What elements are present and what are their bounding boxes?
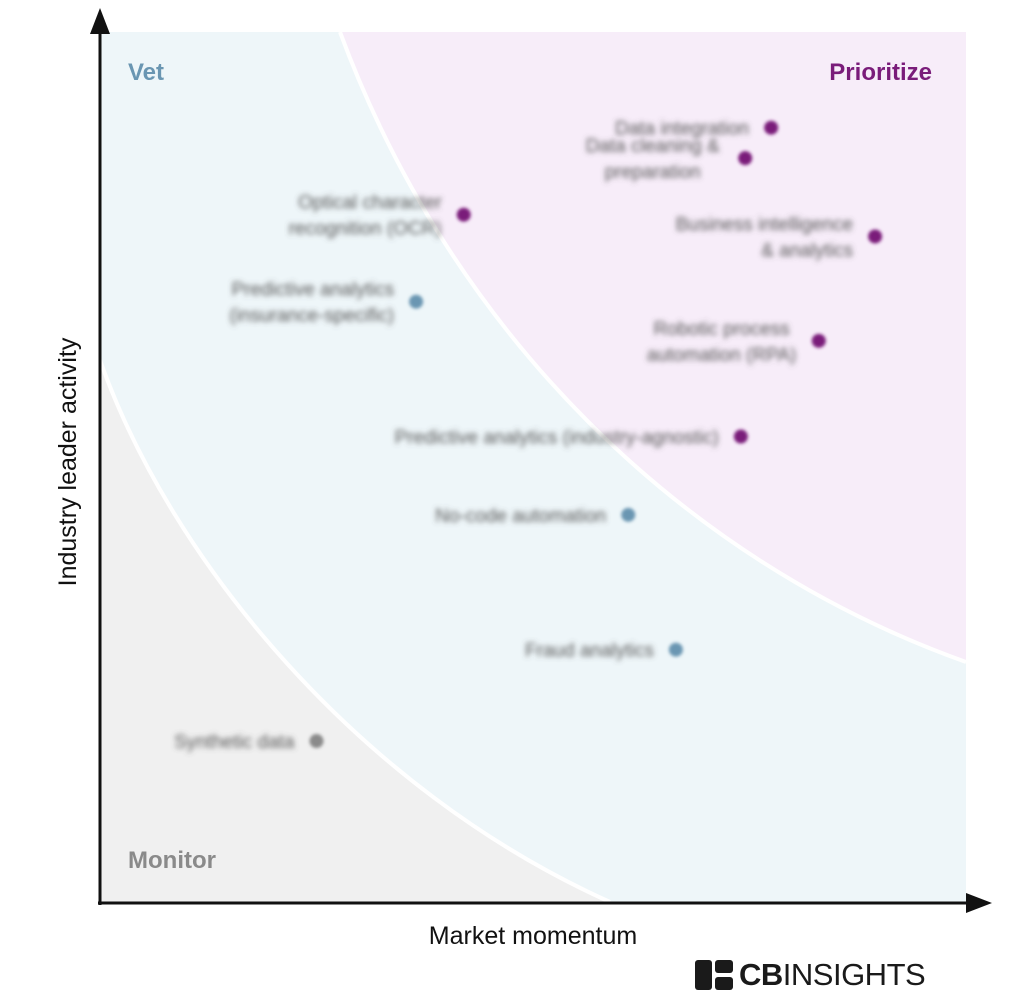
data-point-label: Predictive analytics (industry-agnostic) — [395, 428, 719, 449]
data-point: Data integration — [615, 119, 779, 140]
data-point-label: Business intelligence & analytics — [676, 214, 853, 261]
data-point-label: Optical character recognition (OCR) — [289, 193, 443, 240]
data-point: Synthetic data — [174, 732, 324, 753]
data-point: Optical character recognition (OCR) — [289, 193, 471, 240]
data-point-marker — [811, 333, 826, 348]
data-point-marker — [456, 207, 471, 222]
data-point-marker — [621, 507, 636, 522]
brand-rest: INSIGHTS — [782, 957, 926, 992]
region-boundary-upper — [338, 32, 966, 664]
data-point-marker — [668, 642, 683, 657]
data-point: Predictive analytics (industry-agnostic) — [395, 428, 748, 449]
data-point-marker — [868, 229, 883, 244]
data-point-label: No-code automation — [435, 506, 606, 527]
region-monitor-fill — [100, 360, 610, 902]
data-point-label: Predictive analytics (insurance-specific) — [229, 280, 394, 327]
data-point-label: Robotic process automation (RPA) — [647, 319, 797, 366]
data-point-marker — [409, 294, 424, 309]
data-point-marker — [764, 120, 779, 135]
brand-mark: CB — [739, 957, 783, 992]
data-point-marker — [733, 429, 748, 444]
data-point-marker — [738, 151, 753, 166]
data-point-label: Data integration — [615, 119, 749, 140]
data-point: Business intelligence & analytics — [676, 214, 883, 261]
data-point-marker — [309, 734, 324, 749]
y-axis-title: Industry leader activity — [54, 337, 82, 586]
cb-logo-icon — [695, 960, 733, 990]
region-label-monitor: Monitor — [128, 847, 216, 874]
region-label-vet: Vet — [128, 59, 164, 86]
region-backgrounds — [100, 32, 966, 902]
axes — [90, 8, 992, 913]
y-axis-arrow — [90, 8, 110, 34]
data-point: Data cleaning & preparation — [586, 136, 753, 183]
data-point-label: Synthetic data — [174, 732, 295, 753]
x-axis-arrow — [966, 893, 992, 913]
region-boundary-lower — [100, 359, 611, 902]
data-point: Predictive analytics (insurance-specific) — [229, 280, 424, 327]
region-prioritize-fill — [340, 32, 966, 662]
data-point-label: Data cleaning & preparation — [586, 136, 720, 183]
data-point: Fraud analytics — [525, 641, 683, 662]
x-axis-title: Market momentum — [429, 922, 637, 950]
data-point: Robotic process automation (RPA) — [647, 319, 826, 366]
data-point-label: Fraud analytics — [525, 641, 654, 662]
cb-insights-logo: CB INSIGHTS — [695, 955, 926, 995]
region-label-prioritize: Prioritize — [829, 59, 932, 86]
data-point: No-code automation — [435, 506, 636, 527]
